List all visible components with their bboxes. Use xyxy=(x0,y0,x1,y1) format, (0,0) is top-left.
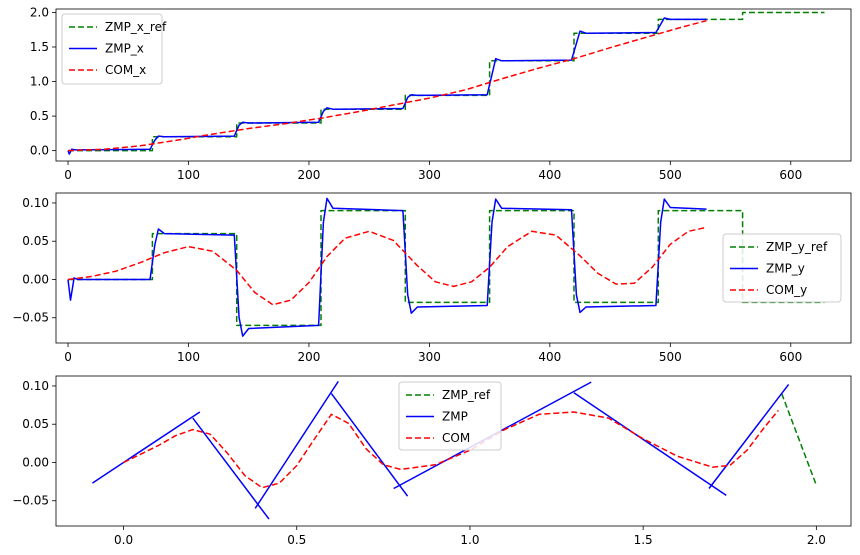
x-tick-label: 200 xyxy=(298,350,321,364)
legend-label: ZMP_x xyxy=(105,42,144,56)
y-tick-label: 0.5 xyxy=(30,109,49,123)
legend-label: COM xyxy=(442,431,470,445)
x-tick-label: 400 xyxy=(538,350,561,364)
series-line-com-y xyxy=(67,226,707,306)
y-tick-label: 0.05 xyxy=(22,417,49,431)
x-tick-label: 200 xyxy=(298,168,321,182)
x-tick-label: 300 xyxy=(418,168,441,182)
y-tick-label: −0.05 xyxy=(12,494,49,508)
series-line-zmp xyxy=(573,392,727,497)
series-line-zmp-ref xyxy=(780,393,818,486)
x-tick-label: 400 xyxy=(538,168,561,182)
x-tick-label: 2.0 xyxy=(807,533,826,547)
legend-label: COM_x xyxy=(105,63,146,77)
y-tick-label: 0.00 xyxy=(22,272,49,286)
legend-box xyxy=(61,13,163,85)
legend: ZMP_x_ref ZMP_x COM_x xyxy=(61,13,167,85)
y-tick-label: 0.10 xyxy=(22,196,49,210)
legend-label: COM_y xyxy=(766,283,807,297)
axes-frame xyxy=(55,8,852,162)
legend: ZMP_ref ZMP COM xyxy=(398,381,502,451)
y-tick-label: 1.5 xyxy=(30,40,49,54)
subplot-1: 0 100 200 300 400 500 600 0.0 0.5 1.0 1.5 2.0 ZMP_x_… xyxy=(30,5,852,182)
legend: ZMP_y_ref ZMP_y COM_y xyxy=(722,233,842,303)
legend-box xyxy=(722,233,842,303)
legend-label: ZMP_y xyxy=(766,262,805,276)
legend-label: ZMP_y_ref xyxy=(766,240,828,254)
x-tick-label: 0 xyxy=(64,168,72,182)
series-line-zmp xyxy=(330,393,409,497)
legend-label: ZMP_ref xyxy=(442,388,491,402)
series-line-zmp-x xyxy=(67,17,707,155)
legend-label: ZMP xyxy=(442,410,468,424)
subplot-2: 0 100 200 300 400 500 600 −0.05 0.00 0.05 0.10 ZMP_… xyxy=(12,192,852,364)
y-tick-label: 1.0 xyxy=(30,75,49,89)
x-tick-label: 0.0 xyxy=(114,533,133,547)
x-tick-label: 600 xyxy=(779,168,802,182)
series-line-zmp xyxy=(91,411,201,484)
y-tick-label: 0.05 xyxy=(22,234,49,248)
axes-frame xyxy=(55,192,852,344)
series-line-zmp-y-ref xyxy=(68,209,825,327)
series-line-com-x xyxy=(67,19,707,152)
x-tick-label: 500 xyxy=(659,350,682,364)
legend-label: ZMP_x_ref xyxy=(105,20,167,34)
x-tick-label: 1.5 xyxy=(634,533,653,547)
x-tick-label: 600 xyxy=(779,350,802,364)
y-tick-label: 2.0 xyxy=(30,5,49,19)
x-tick-label: 100 xyxy=(177,350,200,364)
series-line-zmp-y xyxy=(67,197,707,337)
subplot-3: 0.0 0.5 1.0 1.5 2.0−0.050.000.050.10ZMP_refZ… xyxy=(12,375,852,547)
x-tick-label: 500 xyxy=(659,168,682,182)
series-line-zmp-x-ref xyxy=(68,11,825,152)
axes-frame xyxy=(55,375,852,527)
series-line-zmp xyxy=(192,417,270,520)
series-line-zmp xyxy=(708,383,790,489)
x-tick-label: 0.5 xyxy=(287,533,306,547)
y-tick-label: −0.05 xyxy=(12,311,49,325)
y-tick-label: 0.0 xyxy=(30,144,49,158)
x-tick-label: 1.0 xyxy=(460,533,479,547)
series-line-com xyxy=(123,409,779,489)
x-tick-label: 0 xyxy=(64,350,72,364)
legend-box xyxy=(398,381,502,451)
series-line-zmp xyxy=(254,380,339,509)
x-tick-label: 100 xyxy=(177,168,200,182)
x-tick-label: 300 xyxy=(418,350,441,364)
y-tick-label: 0.00 xyxy=(22,455,49,469)
y-tick-label: 0.10 xyxy=(22,379,49,393)
